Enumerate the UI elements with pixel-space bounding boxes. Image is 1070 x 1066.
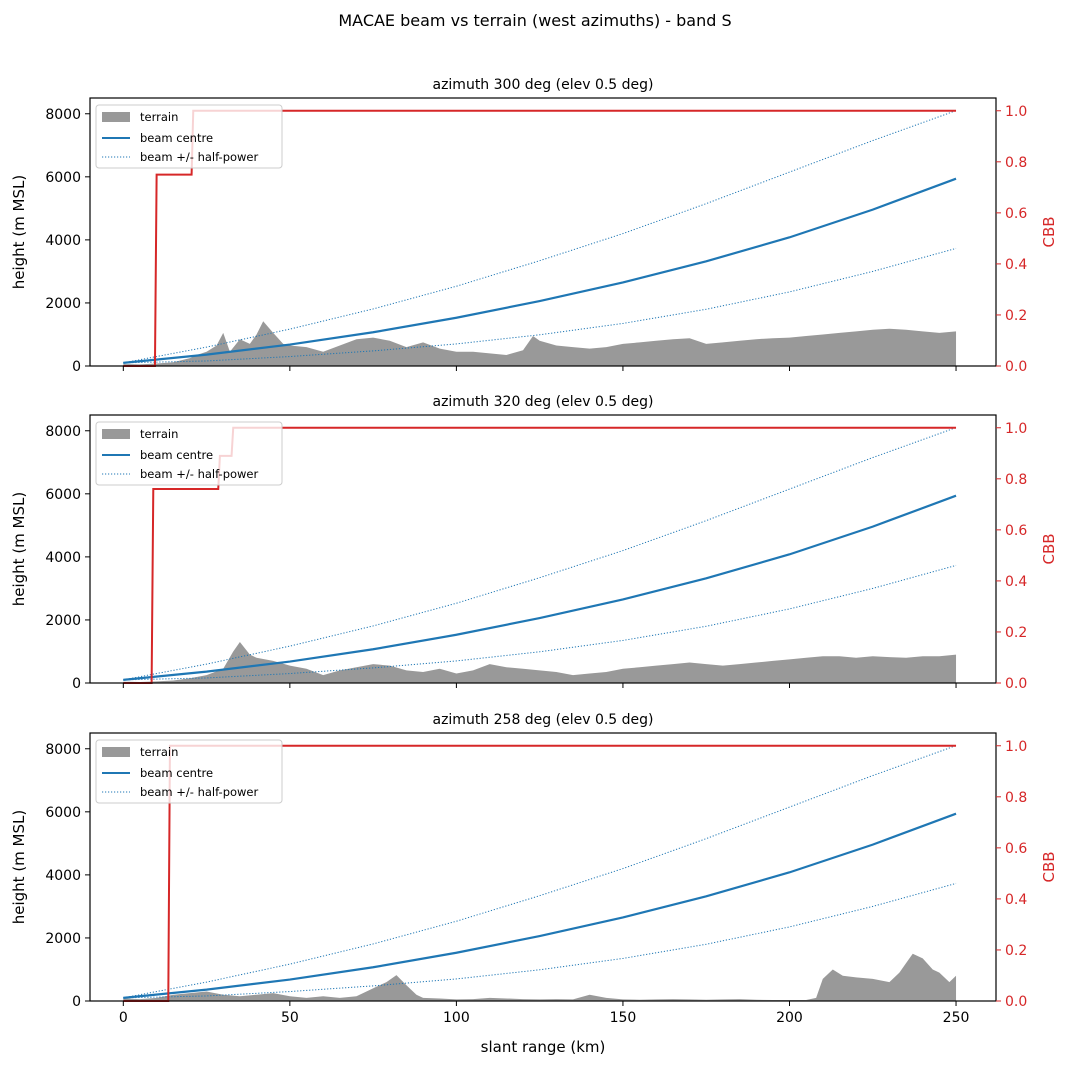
y-left-tick-label: 8000 [45, 424, 81, 440]
y-left-axis-label: height (m MSL) [10, 492, 28, 607]
y-right-tick-label: 0.4 [1005, 257, 1027, 273]
y-left-tick-label: 6000 [45, 170, 81, 186]
y-right-tick-label: 0.2 [1005, 943, 1027, 959]
y-left-tick-label: 8000 [45, 742, 81, 758]
y-right-tick-label: 0.2 [1005, 625, 1027, 641]
x-tick-label: 0 [119, 1010, 128, 1026]
legend-beam-centre-label: beam centre [140, 448, 213, 462]
panel-title: azimuth 320 deg (elev 0.5 deg) [432, 394, 653, 410]
beam-lower-line [123, 882, 957, 999]
legend-box [95, 421, 283, 486]
y-left-tick-label: 8000 [45, 107, 81, 123]
terrain-area [123, 642, 957, 683]
chart-panel-2: azimuth 320 deg (elev 0.5 deg) 0 2000 4000 6… [10, 394, 1058, 692]
legend-terrain-label: terrain [140, 427, 178, 441]
beam-lower-line [123, 247, 957, 364]
y-right-tick-label: 1.0 [1005, 421, 1027, 437]
beam-upper-line [123, 745, 957, 999]
x-tick-label: 50 [281, 1010, 299, 1026]
x-tick-label: 250 [943, 1010, 970, 1026]
y-right-tick-label: 0.6 [1005, 841, 1027, 857]
legend-terrain-swatch [102, 747, 130, 757]
axes-frame [89, 732, 997, 1002]
chart-panel-1: azimuth 300 deg (elev 0.5 deg) 0 2000 4000 6… [10, 77, 1058, 375]
legend: terrain beam centre beam +/- half-power [95, 104, 283, 169]
y-right-tick-label: 0.6 [1005, 206, 1027, 222]
beam-centre-line [123, 177, 957, 364]
y-right-tick-label: 1.0 [1005, 739, 1027, 755]
y-right-tick-label: 0.6 [1005, 523, 1027, 539]
panel-title: azimuth 258 deg (elev 0.5 deg) [432, 712, 653, 728]
y-right-tick-label: 1.0 [1005, 104, 1027, 120]
y-left-tick-label: 0 [72, 676, 81, 692]
legend-terrain-label: terrain [140, 745, 178, 759]
y-left-axis-label: height (m MSL) [10, 810, 28, 925]
panel-title: azimuth 300 deg (elev 0.5 deg) [432, 77, 653, 93]
y-right-tick-label: 0.0 [1005, 994, 1027, 1010]
legend-half-power-label: beam +/- half-power [140, 785, 259, 799]
y-right-tick-label: 0.2 [1005, 308, 1027, 324]
legend-half-power-label: beam +/- half-power [140, 467, 259, 481]
axes-frame [89, 97, 997, 367]
y-left-tick-label: 2000 [45, 613, 81, 629]
legend: terrain beam centre beam +/- half-power [95, 739, 283, 804]
y-left-tick-label: 0 [72, 994, 81, 1010]
y-right-tick-label: 0.4 [1005, 574, 1027, 590]
y-right-axis-label: CBB [1040, 851, 1058, 882]
legend-box [95, 104, 283, 169]
y-right-axis-label: CBB [1040, 533, 1058, 564]
legend: terrain beam centre beam +/- half-power [95, 421, 283, 486]
y-right-tick-label: 0.0 [1005, 676, 1027, 692]
y-right-tick-label: 0.8 [1005, 472, 1027, 488]
y-right-tick-label: 0.4 [1005, 892, 1027, 908]
beam-upper-line [123, 110, 957, 364]
y-left-tick-label: 6000 [45, 487, 81, 503]
legend-beam-centre-label: beam centre [140, 766, 213, 780]
legend-terrain-swatch [102, 112, 130, 122]
y-right-axis-label: CBB [1040, 216, 1058, 247]
y-left-tick-label: 4000 [45, 233, 81, 249]
x-axis-label: slant range (km) [481, 1038, 606, 1056]
terrain-area [123, 953, 957, 1001]
beam-upper-line [123, 427, 957, 681]
beam-centre-line [123, 494, 957, 681]
axes-frame [89, 414, 997, 684]
y-left-tick-label: 0 [72, 359, 81, 375]
y-left-tick-label: 6000 [45, 805, 81, 821]
y-left-tick-label: 4000 [45, 550, 81, 566]
beam-centre-line [123, 812, 957, 999]
legend-beam-centre-label: beam centre [140, 131, 213, 145]
y-left-tick-label: 4000 [45, 868, 81, 884]
chart-panel-3: azimuth 258 deg (elev 0.5 deg) 0 50 100 150 2… [10, 712, 1058, 1026]
beam-lower-line [123, 564, 957, 681]
terrain-area [123, 321, 957, 366]
y-right-tick-label: 0.8 [1005, 155, 1027, 171]
legend-terrain-label: terrain [140, 110, 178, 124]
legend-terrain-swatch [102, 429, 130, 439]
y-left-tick-label: 2000 [45, 296, 81, 312]
figure-title: MACAE beam vs terrain (west azimuths) - … [338, 11, 731, 30]
x-tick-label: 100 [443, 1010, 470, 1026]
x-tick-label: 150 [610, 1010, 637, 1026]
y-right-tick-label: 0.0 [1005, 359, 1027, 375]
y-left-axis-label: height (m MSL) [10, 175, 28, 290]
x-tick-label: 200 [776, 1010, 803, 1026]
y-right-tick-label: 0.8 [1005, 790, 1027, 806]
legend-half-power-label: beam +/- half-power [140, 150, 259, 164]
legend-box [95, 739, 283, 804]
y-left-tick-label: 2000 [45, 931, 81, 947]
